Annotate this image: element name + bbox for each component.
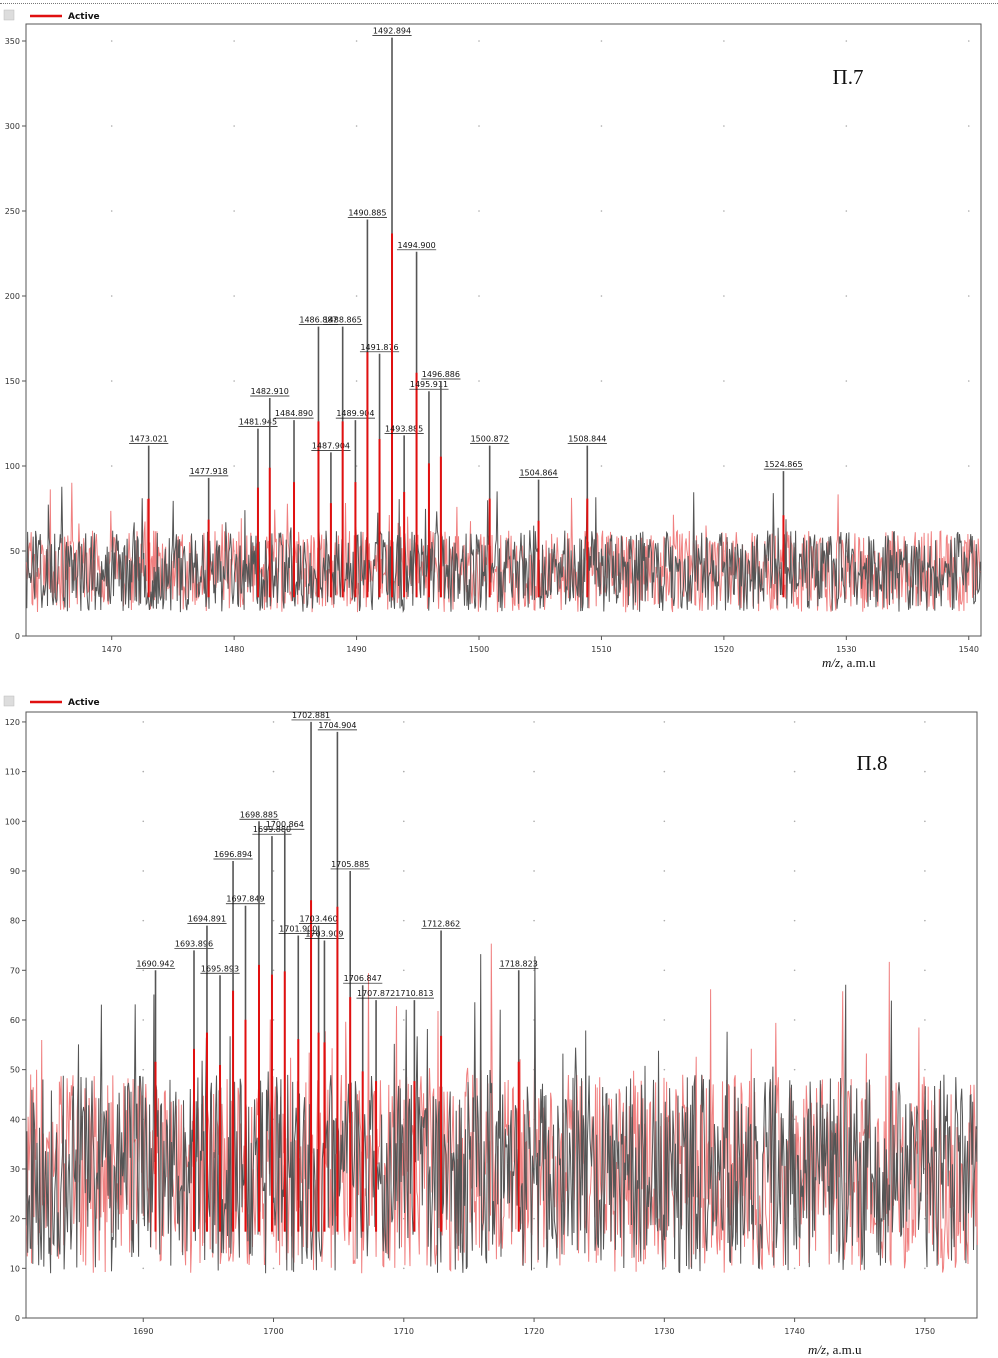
x-tick-label-p7: 1540 [959,645,979,654]
y-tick-label-p8: 60 [10,1016,20,1025]
y-tick-label-p7: 50 [10,547,20,556]
grid-dots-p7 [110,40,970,552]
x-tick-label-p8: 1740 [784,1327,804,1336]
x-tick-label-p7: 1530 [836,645,856,654]
x-axis-label-p7: m/z, a.m.u [822,655,876,670]
peak-label-p8: 1705.885 [331,860,369,869]
noise-trace-p8 [25,954,978,1274]
x-axis-label-italic-p8: m/z [808,1342,826,1357]
spectrum-panel-p7: Active 0 50 100 150 200 250 300 350 1470 1480 1490 1… [0,4,998,676]
peak-label-p7: 1494.900 [397,241,435,250]
peak-label-p8: 1693.896 [175,939,213,948]
peak-label-p8: 1703.909 [305,929,343,938]
noise-trace-light-p8 [25,943,978,1274]
x-tick-label-p7: 1500 [469,645,489,654]
peak-label-p7: 1490.885 [348,209,386,218]
y-tick-label-p7: 0 [15,632,20,641]
y-tick-label-p8: 30 [10,1165,20,1174]
peak-label-p8: 1701.900 [279,925,317,934]
x-tick-label-p8: 1710 [394,1327,414,1336]
peak-label-p8: 1694.891 [188,915,226,924]
peak-label-p7: 1500.872 [471,435,509,444]
y-tick-label-p8: 110 [5,768,20,777]
peak-label-p7: 1524.865 [764,460,802,469]
spectrum-chart-p8: Active 0 10 20 30 40 50 60 70 80 90 100 110 120 1690 17… [3,695,978,1357]
peak-label-p7: 1508.844 [568,435,606,444]
x-tick-label-p8: 1720 [524,1327,544,1336]
peak-label-p8: 1700.864 [266,820,304,829]
y-tick-label-p7: 250 [5,207,20,216]
peak-label-p8: 1704.904 [318,721,356,730]
y-tick-label-p8: 40 [10,1115,20,1124]
peak-label-p8: 1690.942 [136,959,174,968]
y-tick-label-p7: 350 [5,37,20,46]
peak-label-p7: 1477.918 [190,467,228,476]
y-tick-label-p8: 70 [10,966,20,975]
peak-label-p8: 1703.460 [300,915,338,924]
x-axis-label-units-p8: , a.m.u [826,1342,862,1357]
x-tick-label-p8: 1750 [915,1327,935,1336]
peak-label-p8: 1699.880 [253,825,291,834]
peak-label-p7: 1487.904 [312,441,350,450]
x-tick-label-p7: 1520 [714,645,734,654]
x-axis-label-units-p7: , a.m.u [840,655,876,670]
peak-label-p8: 1695.893 [201,964,239,973]
peak-label-p8: 1707.872 [357,989,395,998]
peak-label-p7: 1482.910 [251,387,289,396]
panel-label-p7: П.7 [833,65,864,89]
legend-label-p7: Active [68,12,100,22]
y-tick-label-p8: 120 [5,718,20,727]
spectrum-chart-p7: Active 0 50 100 150 200 250 300 350 1470 1480 1490 1… [3,9,982,670]
peak-label-p8: 1698.885 [240,810,278,819]
spectrum-panel-p8: Active 0 10 20 30 40 50 60 70 80 90 100 110 120 1690 17… [0,690,998,1358]
y-tick-label-p8: 0 [15,1314,20,1323]
y-tick-label-p7: 300 [5,122,20,131]
top-dotted-rule [0,3,998,4]
panel-label-p8: П.8 [857,751,888,775]
x-axis-label-p8: m/z, a.m.u [808,1342,862,1357]
peak-label-p8: 1710.813 [395,989,433,998]
y-tick-label-p7: 150 [5,377,20,386]
peak-label-p7: 1495.911 [410,380,448,389]
y-tick-label-p7: 200 [5,292,20,301]
y-tick-label-p8: 10 [10,1264,20,1273]
peak-label-p7: 1473.021 [130,435,168,444]
y-tick-label-p8: 100 [5,817,20,826]
peak-label-p7: 1492.894 [373,27,411,36]
peak-label-p8: 1702.881 [292,711,330,720]
x-tick-label-p8: 1700 [263,1327,283,1336]
peak-label-p7: 1486.887 [299,316,337,325]
peak-label-p8: 1712.862 [422,920,460,929]
x-tick-label-p7: 1470 [102,645,122,654]
peak-label-p8: 1697.849 [226,895,264,904]
x-tick-label-p7: 1480 [224,645,244,654]
y-tick-label-p8: 80 [10,917,20,926]
legend-box-p8 [3,695,15,707]
peak-label-p7: 1504.864 [519,469,557,478]
legend-box-p7 [3,9,15,21]
y-tick-label-p8: 50 [10,1066,20,1075]
x-tick-label-p8: 1690 [133,1327,153,1336]
legend-label-p8: Active [68,698,100,708]
noise-trace-p7 [25,486,981,613]
plot-frame-p7 [25,23,982,637]
peak-label-p7: 1489.904 [336,409,374,418]
x-axis-label-italic-p7: m/z [822,655,840,670]
x-tick-label-p7: 1490 [346,645,366,654]
peak-label-p7: 1493.885 [385,424,423,433]
y-tick-label-p7: 100 [5,462,20,471]
peak-label-p7: 1491.876 [360,343,398,352]
y-tick-label-p8: 20 [10,1215,20,1224]
peak-label-p7: 1496.886 [422,370,460,379]
peak-label-p7: 1488.865 [324,316,362,325]
peak-label-p8: 1706.847 [344,974,382,983]
peak-label-p8: 1696.894 [214,850,252,859]
x-tick-label-p8: 1730 [654,1327,674,1336]
peak-label-p8: 1718.823 [500,959,538,968]
x-tick-label-p7: 1510 [591,645,611,654]
y-tick-label-p8: 90 [10,867,20,876]
peak-label-p7: 1481.945 [239,418,277,427]
peak-label-p7: 1484.890 [275,409,313,418]
